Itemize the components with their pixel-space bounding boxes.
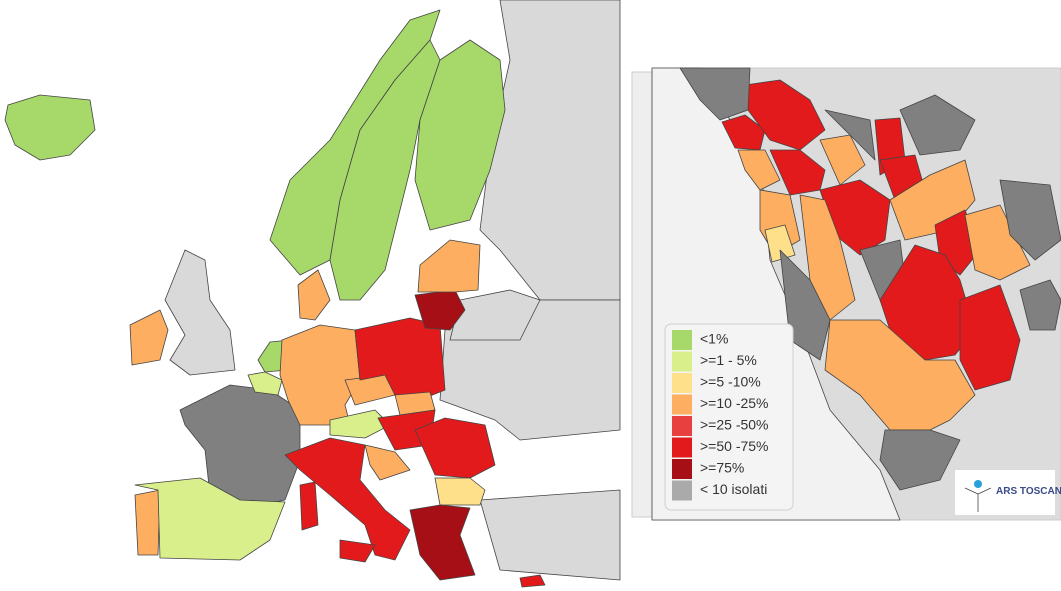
country-denmark (297, 269, 331, 321)
legend-swatch (672, 394, 692, 415)
country-greece (409, 504, 476, 581)
legend-swatch (672, 416, 692, 436)
country-germany (279, 324, 361, 426)
zone-lunigiana (744, 79, 826, 151)
legend-swatch (672, 459, 692, 479)
country-finland (414, 39, 506, 231)
legend-label: >=1 - 5% (700, 352, 757, 368)
country-bulgaria (434, 477, 486, 506)
logo-icon (964, 487, 992, 512)
zone-valtiberina (999, 179, 1061, 261)
country-belgium (247, 371, 283, 396)
country-uk (164, 249, 236, 376)
zone-apuane (737, 149, 781, 191)
zone-colline-metallifere (879, 429, 961, 491)
country-cyprus (519, 574, 546, 588)
country-spain (134, 477, 286, 561)
country-portugal (134, 489, 161, 556)
legend-swatch (672, 330, 692, 350)
legend: <1% >=1 - 5% >=5 -10% >=10 -25% >=25 -50% >=5… (672, 330, 769, 501)
zone-pistoia (819, 134, 866, 186)
zone-prato (824, 109, 876, 161)
legend-swatch (672, 351, 692, 372)
zone-grosseto (824, 319, 976, 431)
zone-lake-edge (1019, 279, 1061, 331)
legend-label: >=25 -50% (700, 417, 769, 433)
country-italy (284, 437, 411, 561)
legend-label: >=75% (700, 460, 744, 476)
country-romania (414, 417, 496, 479)
frame-shadow (631, 71, 653, 518)
zone-casentino (899, 94, 976, 156)
legend-swatch (672, 437, 692, 458)
zone-garfagnana (679, 67, 751, 121)
legend-label: <1% (700, 331, 728, 347)
country-belarus (449, 289, 541, 341)
legend-label: < 10 isolati (700, 481, 767, 497)
country-iceland (4, 94, 96, 161)
legend-swatch (672, 373, 692, 393)
legend-label: >=5 -10% (700, 374, 761, 390)
legend-swatch (672, 480, 692, 501)
europe-map (4, 0, 621, 588)
country-ireland (129, 309, 169, 366)
legend-label: >=10 -25% (700, 395, 769, 411)
country-turkey-balkans (479, 489, 621, 581)
country-austria (329, 409, 391, 439)
zone-amiata (959, 284, 1021, 391)
logo-text: ARS TOSCANA (996, 486, 1061, 497)
country-sardinia (299, 481, 319, 531)
zone-massa-carrara (721, 114, 766, 151)
zone-livorno (764, 224, 796, 263)
country-croatia-slovenia (364, 444, 411, 481)
legend-label: >=50 -75% (700, 438, 769, 454)
zone-piana-lucca (769, 149, 826, 196)
logo-icon (974, 480, 982, 488)
legend-box (664, 323, 794, 511)
logo-box (955, 470, 1055, 515)
country-sicily (339, 539, 376, 563)
zone-valdichiana-ar (964, 204, 1031, 281)
tuscany-map (679, 67, 1061, 491)
country-latvia-estonia (417, 239, 481, 293)
